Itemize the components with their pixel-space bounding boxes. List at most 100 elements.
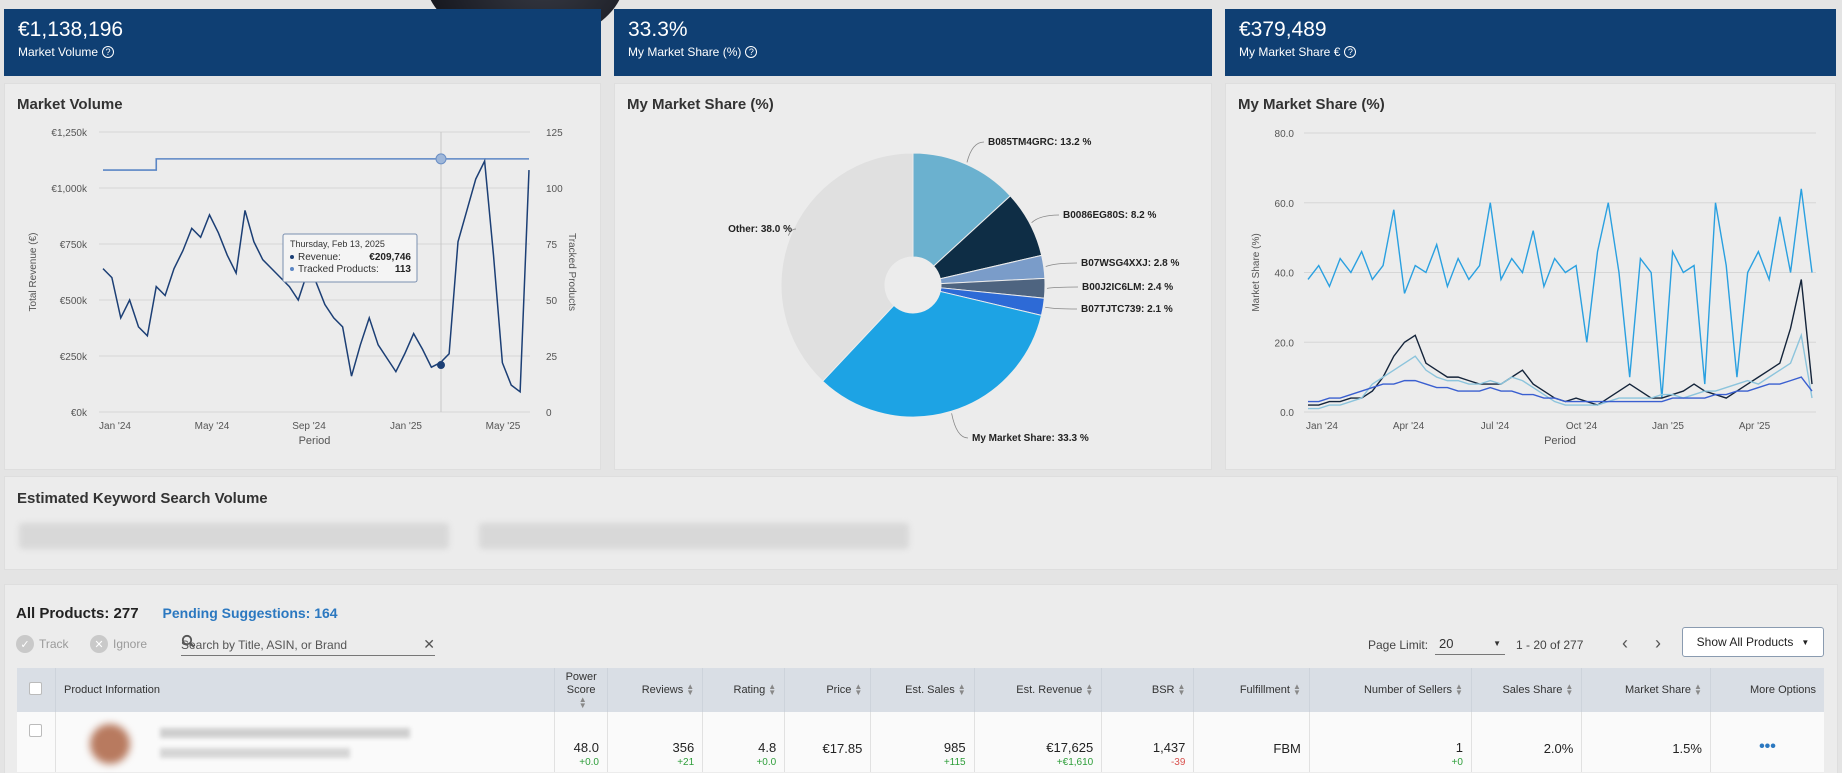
pie-slice — [780, 152, 914, 382]
pending-suggestions-link[interactable]: Pending Suggestions: 164 — [162, 605, 338, 621]
tooltip-label: Tracked Products: — [298, 264, 379, 275]
track-label: Track — [39, 637, 69, 651]
col-rating[interactable]: Rating ▲ ▼ — [702, 668, 786, 712]
next-page-icon[interactable]: › — [1655, 633, 1661, 653]
product-search-field[interactable]: Search by Title, ASIN, or Brand ✕ — [181, 634, 435, 656]
card-title: My Market Share (%) — [1238, 96, 1385, 113]
help-icon[interactable]: ? — [745, 46, 758, 58]
pie-label: B00J2IC6LM: 2.4 % — [1082, 282, 1173, 293]
blurred-keyword-bar — [479, 523, 909, 549]
tooltip-value: €209,746 — [369, 252, 411, 263]
pie-label: My Market Share: 33.3 % — [972, 433, 1089, 444]
kpi-value: €379,489 — [1239, 18, 1327, 41]
y-tick-label: 40.0 — [1275, 269, 1295, 280]
kpi-label: My Market Share € — [1239, 45, 1341, 59]
pie-label: B085TM4GRC: 13.2 % — [988, 137, 1091, 148]
col-sales-share[interactable]: Sales Share ▲ ▼ — [1471, 668, 1583, 712]
check-icon: ✓ — [16, 635, 34, 653]
caret-down-icon: ▼ — [1493, 639, 1501, 648]
x-tick-label: Jul '24 — [1481, 421, 1510, 432]
sort-icon: ▲ ▼ — [578, 694, 587, 710]
row-checkbox[interactable] — [29, 724, 43, 737]
pie-label: Other: 38.0 % — [728, 224, 792, 235]
y-axis-label: Market Share (%) — [1251, 233, 1262, 311]
sort-icon: ▲ ▼ — [768, 682, 777, 698]
y2-tick-label: 25 — [546, 352, 558, 363]
col-est-sales[interactable]: Est. Sales ▲ ▼ — [870, 668, 975, 712]
x-tick-label: Jan '25 — [390, 421, 422, 432]
x-axis-label: Period — [299, 435, 331, 447]
tooltip-value: 113 — [395, 264, 412, 275]
y2-tick-label: 75 — [546, 240, 558, 251]
sort-icon: ▲ ▼ — [957, 682, 966, 698]
market-share-line-chart[interactable]: 0.0 20.0 40.0 60.0 80.0 Jan '24 Apr '24 Jul '24… — [1226, 84, 1837, 471]
pie-slice — [912, 152, 1012, 267]
col-price[interactable]: Price ▲ ▼ — [784, 668, 872, 712]
table-row[interactable]: 48.0 +0.0 356 +21 4.8 +0.0 €17.85 985 +115 €… — [17, 712, 1824, 772]
sort-icon: ▲ ▼ — [854, 682, 863, 698]
col-bsr[interactable]: BSR ▲ ▼ — [1101, 668, 1195, 712]
tracked-products-line — [103, 158, 529, 171]
col-power-score[interactable]: Power Score▲ ▼ — [554, 668, 608, 712]
col-reviews[interactable]: Reviews ▲ ▼ — [607, 668, 704, 712]
ignore-button[interactable]: ✕ Ignore — [90, 635, 147, 653]
pie-connector — [966, 141, 985, 163]
product-thumbnail[interactable] — [89, 724, 130, 764]
kpi-value: €1,138,196 — [18, 18, 124, 41]
tooltip-swatch — [290, 267, 294, 271]
card-title: Estimated Keyword Search Volume — [17, 490, 268, 507]
tooltip-label: Revenue: — [298, 252, 341, 263]
x-tick-label: May '25 — [486, 421, 521, 432]
row-select-cell — [17, 712, 56, 772]
pie-label: B07TJTC739: 2.1 % — [1081, 304, 1173, 315]
blurred-keyword-bar — [19, 523, 449, 549]
col-number-of-sellers[interactable]: Number of Sellers ▲ ▼ — [1309, 668, 1472, 712]
track-button[interactable]: ✓ Track — [16, 635, 69, 653]
page-limit-select[interactable]: 20 ▼ — [1435, 633, 1505, 655]
show-all-products-dropdown[interactable]: Show All Products ▼ — [1682, 627, 1824, 657]
col-product-information[interactable]: Product Information — [55, 668, 556, 712]
pie-connector — [1045, 306, 1078, 310]
x-tick-label: May '24 — [195, 421, 230, 432]
search-icon[interactable] — [181, 634, 195, 648]
x-tick-label: Jan '24 — [99, 421, 131, 432]
kpi-market-share-eur: €379,489 My Market Share €? — [1225, 9, 1836, 76]
pie-slice — [932, 195, 1043, 280]
products-table: Product Information Power Score▲ ▼ Review… — [17, 668, 1824, 772]
help-icon[interactable]: ? — [1344, 46, 1357, 58]
ignore-label: Ignore — [113, 637, 148, 651]
y-tick-label: €750k — [60, 240, 88, 251]
kpi-market-share-pct: 33.3% My Market Share (%)? — [614, 9, 1212, 76]
col-fulfillment[interactable]: Fulfillment ▲ ▼ — [1193, 668, 1310, 712]
product-info-cell[interactable] — [55, 712, 556, 772]
caret-down-icon: ▼ — [1801, 637, 1810, 647]
more-options-icon[interactable]: ••• — [1710, 712, 1824, 772]
price-cell: €17.85 — [784, 712, 872, 772]
col-est-revenue[interactable]: Est. Revenue ▲ ▼ — [974, 668, 1103, 712]
sort-icon: ▲ ▼ — [1085, 682, 1094, 698]
kpi-market-volume: €1,138,196 Market Volume? — [4, 9, 601, 76]
y-tick-label: 80.0 — [1275, 129, 1295, 140]
clear-search-icon[interactable]: ✕ — [423, 636, 435, 652]
x-tick-label: Apr '25 — [1739, 421, 1771, 432]
x-tick-label: Apr '24 — [1393, 421, 1425, 432]
select-all-checkbox[interactable] — [29, 682, 43, 695]
search-placeholder: Search by Title, ASIN, or Brand — [181, 637, 348, 652]
pie-connector — [1046, 286, 1079, 289]
market-share-pie-chart[interactable]: B085TM4GRC: 13.2 % B0086EG80S: 8.2 % B07WS… — [615, 84, 1213, 471]
rating-cell: 4.8 +0.0 — [702, 712, 786, 772]
blurred-product-title — [159, 728, 410, 738]
pie-connector — [1031, 214, 1060, 223]
x-tick-label: Jan '25 — [1652, 421, 1684, 432]
blurred-product-subtitle — [159, 748, 350, 758]
help-icon[interactable]: ? — [102, 46, 115, 58]
y2-axis-label: Tracked Products — [566, 233, 577, 311]
market-volume-chart[interactable]: €0k €250k €500k €750k €1,000k €1,250k 0 25 50 75 1… — [5, 84, 602, 471]
y2-tick-label: 100 — [546, 184, 563, 195]
y-tick-label: €250k — [60, 352, 88, 363]
col-market-share[interactable]: Market Share ▲ ▼ — [1581, 668, 1711, 712]
previous-page-icon[interactable]: ‹ — [1622, 633, 1628, 653]
y2-tick-label: 0 — [546, 408, 552, 419]
table-header-row: Product Information Power Score▲ ▼ Review… — [17, 668, 1824, 712]
sort-icon: ▲ ▼ — [1565, 682, 1574, 698]
